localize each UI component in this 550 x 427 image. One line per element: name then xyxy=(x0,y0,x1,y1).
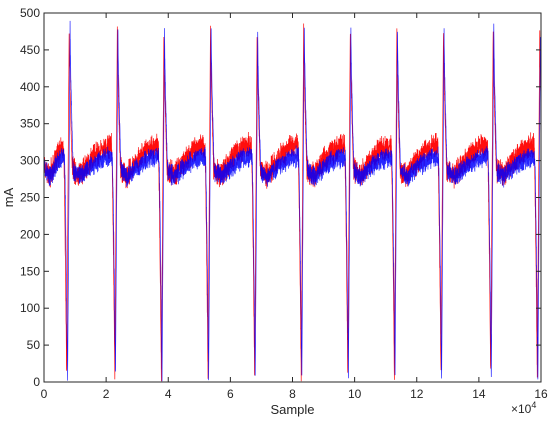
series-blue-line xyxy=(43,20,542,382)
y-tick-label: 200 xyxy=(20,227,40,241)
y-tick-label: 100 xyxy=(20,301,40,315)
x-axis: 0 2 4 6 8 10 12 14 16 xyxy=(41,13,548,401)
x-axis-label: Sample xyxy=(270,402,314,417)
y-axis: 0 50 100 150 200 250 300 350 400 450 500 xyxy=(20,6,541,389)
y-tick-label: 150 xyxy=(20,264,40,278)
x-tick-label: 0 xyxy=(41,387,48,401)
y-tick-label: 50 xyxy=(27,338,41,352)
y-axis-label: mA xyxy=(1,187,16,207)
x-tick-label: 6 xyxy=(227,387,234,401)
y-tick-label: 450 xyxy=(20,43,40,57)
y-tick-label: 300 xyxy=(20,154,40,168)
x-axis-exponent: ×104 xyxy=(511,400,536,416)
y-tick-label: 400 xyxy=(20,80,40,94)
x-axis-exponent-power: 4 xyxy=(531,400,536,410)
x-tick-label: 2 xyxy=(103,387,110,401)
x-tick-label: 14 xyxy=(472,387,486,401)
x-tick-label: 10 xyxy=(348,387,362,401)
x-axis-exponent-base: ×10 xyxy=(511,402,532,416)
x-tick-label: 16 xyxy=(534,387,548,401)
y-tick-label: 500 xyxy=(20,6,40,20)
x-tick-label: 12 xyxy=(410,387,424,401)
plot-data-layer xyxy=(43,20,542,382)
y-tick-label: 350 xyxy=(20,117,40,131)
y-tick-label: 250 xyxy=(20,191,40,205)
x-tick-label: 8 xyxy=(289,387,296,401)
y-tick-label: 0 xyxy=(33,375,40,389)
x-tick-label: 4 xyxy=(165,387,172,401)
